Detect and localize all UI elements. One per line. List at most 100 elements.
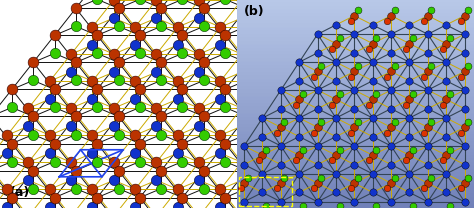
Point — [369, 116, 376, 120]
Bar — [237, 35, 474, 38]
Point — [174, 152, 182, 155]
Point — [350, 14, 358, 17]
Bar — [237, 118, 474, 121]
Point — [238, 106, 246, 110]
Point — [424, 70, 432, 73]
Point — [383, 75, 391, 78]
Point — [424, 126, 432, 129]
Point — [93, 196, 101, 199]
Point — [238, 71, 246, 74]
Bar — [237, 24, 474, 28]
Point — [25, 179, 32, 182]
Point — [110, 0, 118, 2]
Point — [373, 204, 380, 208]
Point — [115, 115, 122, 118]
Point — [406, 135, 413, 138]
Point — [295, 116, 303, 120]
Bar — [237, 14, 474, 17]
Point — [332, 23, 340, 27]
Point — [350, 51, 358, 54]
Point — [136, 196, 144, 199]
Bar — [237, 135, 474, 139]
Point — [406, 79, 413, 82]
Point — [221, 0, 229, 1]
Point — [262, 148, 270, 152]
Point — [174, 43, 182, 47]
Point — [259, 191, 266, 194]
Point — [110, 71, 118, 74]
Point — [406, 42, 413, 45]
Point — [317, 176, 325, 180]
Point — [67, 71, 75, 74]
Bar — [237, 146, 474, 149]
Point — [273, 187, 281, 190]
Point — [332, 79, 340, 82]
Point — [314, 70, 321, 73]
Point — [373, 37, 380, 40]
Point — [157, 7, 165, 10]
Bar — [237, 76, 474, 80]
Point — [406, 154, 413, 157]
Point — [157, 79, 165, 82]
Point — [406, 191, 413, 194]
Point — [387, 144, 395, 148]
Point — [461, 163, 468, 166]
Bar — [237, 132, 474, 135]
Point — [51, 106, 58, 109]
Point — [420, 75, 428, 78]
Point — [110, 161, 118, 164]
Point — [424, 200, 432, 203]
Point — [299, 204, 307, 208]
Point — [428, 120, 435, 124]
Point — [131, 98, 139, 101]
Point — [387, 182, 395, 185]
Bar — [237, 191, 474, 194]
Point — [131, 206, 139, 208]
Point — [387, 88, 395, 92]
Point — [347, 75, 355, 78]
Bar — [237, 114, 474, 118]
Point — [221, 160, 229, 163]
Point — [51, 52, 58, 55]
Point — [461, 126, 468, 129]
Point — [314, 51, 321, 54]
Point — [332, 154, 340, 157]
Point — [350, 107, 358, 110]
Point — [221, 88, 229, 91]
Point — [299, 148, 307, 152]
Point — [244, 176, 251, 180]
Point — [217, 98, 224, 101]
Point — [217, 134, 224, 137]
Point — [195, 16, 203, 20]
Point — [350, 200, 358, 203]
Point — [442, 98, 450, 101]
Bar — [237, 83, 474, 87]
Point — [115, 79, 122, 82]
Point — [461, 33, 468, 36]
Point — [115, 25, 122, 28]
Point — [292, 159, 300, 162]
Point — [25, 161, 32, 164]
Point — [110, 106, 118, 110]
Point — [442, 135, 450, 138]
Point — [277, 144, 284, 148]
Point — [238, 161, 246, 164]
Point — [115, 187, 122, 190]
Point — [72, 187, 80, 190]
Point — [387, 33, 395, 36]
Point — [93, 106, 101, 109]
Point — [373, 148, 380, 152]
Point — [195, 52, 203, 56]
Bar — [237, 177, 474, 180]
Point — [72, 115, 80, 118]
Point — [442, 172, 450, 176]
Bar — [237, 80, 474, 83]
Point — [221, 142, 229, 145]
Point — [221, 106, 229, 109]
Bar — [237, 198, 474, 201]
Point — [221, 34, 229, 37]
Point — [387, 163, 395, 166]
Bar — [237, 139, 474, 142]
Point — [387, 51, 395, 54]
Bar — [237, 121, 474, 125]
